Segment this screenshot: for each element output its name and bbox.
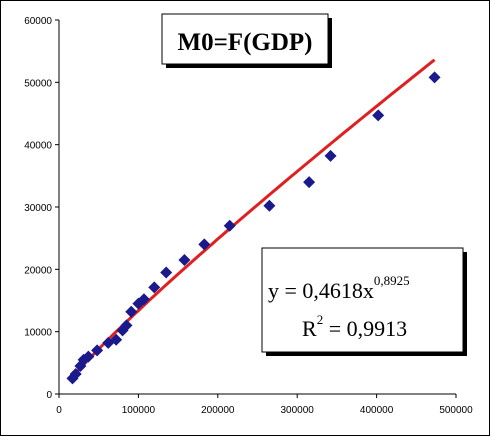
data-point-diamond — [178, 253, 191, 266]
data-point-diamond — [91, 344, 104, 357]
data-point-diamond — [160, 266, 173, 279]
data-point-diamond — [116, 324, 129, 337]
y-tick-label: 10000 — [24, 328, 52, 339]
x-tick-label: 0 — [56, 405, 62, 416]
x-tick-label: 300000 — [281, 405, 315, 416]
data-point-diamond — [223, 219, 236, 232]
r-squared-text: R2 = 0,9913 — [302, 312, 407, 341]
data-point-diamond — [82, 350, 95, 363]
equation-text: y = 0,4618x0,8925 — [268, 273, 410, 303]
data-point-diamond — [137, 293, 150, 306]
data-point-diamond — [125, 305, 138, 318]
y-axis-ticks: 0 10000 20000 30000 40000 50000 60000 — [24, 16, 59, 401]
data-point-diamond — [372, 109, 385, 122]
x-tick-label: 400000 — [360, 405, 394, 416]
x-tick-label: 500000 — [439, 405, 473, 416]
y-tick-label: 60000 — [24, 16, 52, 27]
data-points — [66, 71, 441, 385]
data-point-diamond — [303, 176, 316, 189]
chart-title: M0=F(GDP) — [177, 29, 312, 56]
data-point-diamond — [324, 149, 337, 162]
y-tick-label: 50000 — [24, 78, 52, 89]
data-point-diamond — [263, 199, 276, 212]
y-tick-label: 30000 — [24, 203, 52, 214]
y-tick-label: 40000 — [24, 141, 52, 152]
equation-box: y = 0,4618x0,8925 R2 = 0,9913 — [261, 247, 467, 356]
x-axis-ticks: 0 100000 200000 300000 400000 500000 — [56, 394, 473, 416]
y-tick-label: 20000 — [24, 265, 52, 276]
x-tick-label: 100000 — [122, 405, 156, 416]
data-point-diamond — [148, 281, 161, 294]
x-tick-label: 200000 — [201, 405, 235, 416]
y-tick-label: 0 — [46, 390, 52, 401]
data-point-diamond — [120, 319, 133, 332]
chart-title-box: M0=F(GDP) — [161, 13, 332, 68]
data-point-diamond — [198, 238, 211, 251]
data-point-diamond — [69, 368, 82, 381]
data-point-diamond — [110, 333, 123, 346]
data-point-diamond — [428, 71, 441, 84]
